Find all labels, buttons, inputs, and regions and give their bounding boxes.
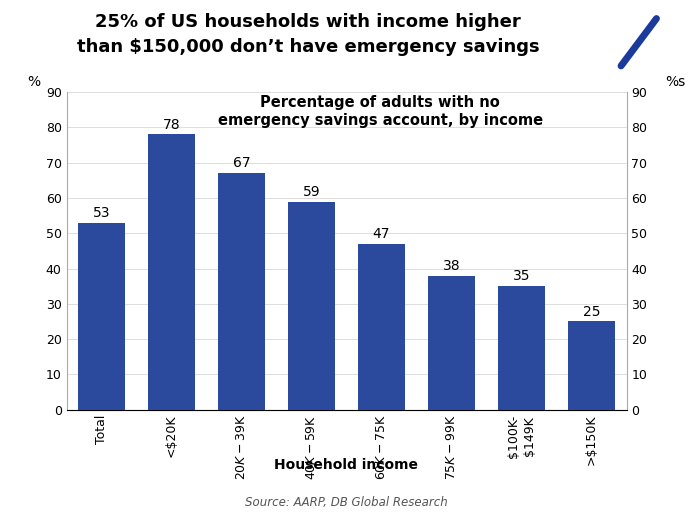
Text: Household income: Household income [274,458,419,472]
Text: %: % [27,75,41,89]
Text: %s: %s [666,75,686,89]
Bar [148,135,195,410]
Text: 25: 25 [582,305,601,318]
Text: 59: 59 [302,185,321,199]
Text: 78: 78 [162,118,181,132]
Bar [498,286,545,410]
Text: 47: 47 [372,227,391,241]
Bar [218,173,265,410]
FancyBboxPatch shape [608,16,669,68]
Text: Source: AARP, DB Global Research: Source: AARP, DB Global Research [245,496,448,508]
Text: 67: 67 [232,157,251,170]
Text: 53: 53 [92,206,111,220]
Text: than $150,000 don’t have emergency savings: than $150,000 don’t have emergency savin… [77,38,539,56]
Text: 35: 35 [512,269,531,283]
Text: 25% of US households with income higher: 25% of US households with income higher [95,13,521,31]
Bar [358,244,405,410]
Text: 38: 38 [442,259,461,273]
Bar [568,322,615,410]
Bar [78,223,125,410]
Text: Percentage of adults with no
emergency savings account, by income: Percentage of adults with no emergency s… [218,95,542,127]
Bar [288,202,335,410]
Bar [428,275,475,410]
